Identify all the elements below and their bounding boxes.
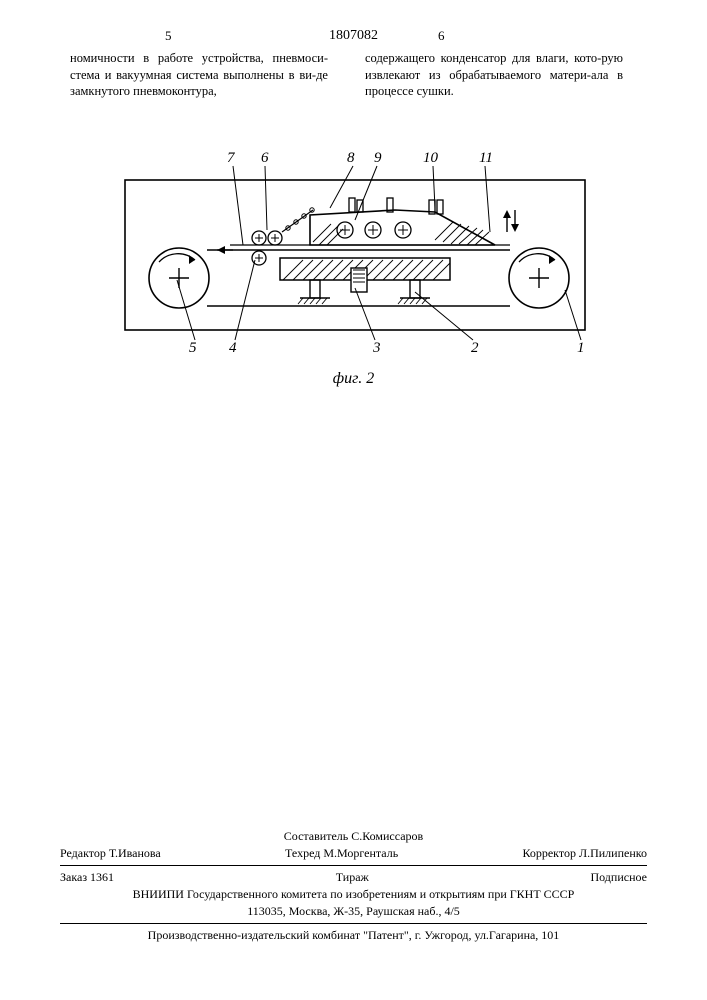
column-number-left: 5 [165, 28, 172, 44]
svg-text:8: 8 [347, 150, 355, 166]
svg-text:6: 6 [261, 150, 269, 166]
column-right-text: содержащего конденсатор для влаги, кото-… [365, 50, 623, 100]
svg-text:7: 7 [227, 150, 236, 166]
footer-subscription: Подписное [590, 870, 647, 885]
footer-editor: Редактор Т.Иванова [60, 846, 161, 861]
footer-rule-1 [60, 865, 647, 866]
svg-text:1: 1 [577, 340, 585, 356]
svg-text:10: 10 [423, 150, 439, 166]
column-number-right: 6 [438, 28, 445, 44]
svg-text:2: 2 [471, 340, 479, 356]
svg-text:11: 11 [479, 150, 493, 166]
figure-caption: фиг. 2 [333, 370, 374, 388]
svg-text:3: 3 [372, 340, 381, 356]
footer-techred: Техред М.Моргенталь [285, 846, 398, 861]
column-left-text: номичности в работе устройства, пневмоси… [70, 50, 328, 100]
footer-tirage: Тираж [336, 870, 369, 885]
footer-org1: ВНИИПИ Государственного комитета по изоб… [60, 887, 647, 902]
footer-printer: Производственно-издательский комбинат "П… [60, 928, 647, 943]
footer-rule-2 [60, 923, 647, 924]
patent-number: 1807082 [329, 28, 378, 44]
svg-text:9: 9 [374, 150, 382, 166]
patent-page: 5 1807082 6 номичности в работе устройст… [0, 0, 707, 1000]
footer-compiler: Составитель С.Комиссаров [60, 829, 647, 844]
footer-corrector: Корректор Л.Пилипенко [522, 846, 647, 861]
figure-2: 1 2 3 4 5 6 7 8 9 10 11 [95, 150, 595, 360]
footer: Составитель С.Комиссаров Редактор Т.Иван… [60, 829, 647, 945]
footer-order: Заказ 1361 [60, 870, 114, 885]
footer-org2: 113035, Москва, Ж-35, Раушская наб., 4/5 [60, 904, 647, 919]
figure-svg: 1 2 3 4 5 6 7 8 9 10 11 [95, 150, 595, 360]
svg-text:4: 4 [229, 340, 237, 356]
svg-text:5: 5 [189, 340, 197, 356]
